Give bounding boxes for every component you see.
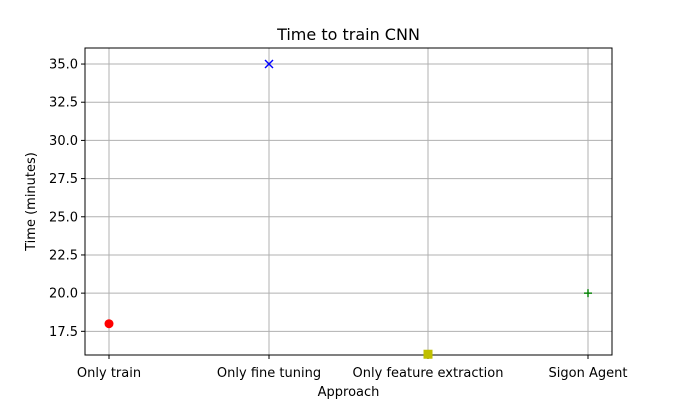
- data-point-plus: [584, 289, 592, 298]
- grid-layer: [85, 48, 612, 355]
- x-tick-label: Only train: [77, 366, 141, 381]
- y-tick-label: 32.5: [49, 96, 78, 111]
- y-tick-label: 22.5: [49, 248, 78, 263]
- x-tick-label: Only feature extraction: [353, 366, 504, 381]
- plot-area-frame: [84, 47, 613, 356]
- x-axis-label: Approach: [318, 385, 380, 400]
- y-tick-label: 20.0: [49, 287, 78, 302]
- y-tick-label: 30.0: [49, 134, 78, 149]
- y-tick-label: 27.5: [49, 172, 78, 187]
- chart-title: Time to train CNN: [276, 25, 420, 44]
- data-point-circle: [104, 319, 114, 329]
- data-marks: [104, 59, 592, 359]
- x-tick-label: Only fine tuning: [217, 366, 321, 381]
- y-tick-label: 17.5: [49, 325, 78, 340]
- x-tick-label: Sigon Agent: [549, 366, 628, 381]
- y-axis-label: Time (minutes): [24, 152, 39, 252]
- data-point-x: [264, 59, 274, 69]
- y-tick-label: 35.0: [49, 58, 78, 73]
- y-tick-label: 25.0: [49, 210, 78, 225]
- ticks-layer: 17.5 20.0 22.5 25.0 27.5 30.0 32.5 35.0 Only tra…: [49, 58, 627, 381]
- data-point-square: [423, 349, 433, 359]
